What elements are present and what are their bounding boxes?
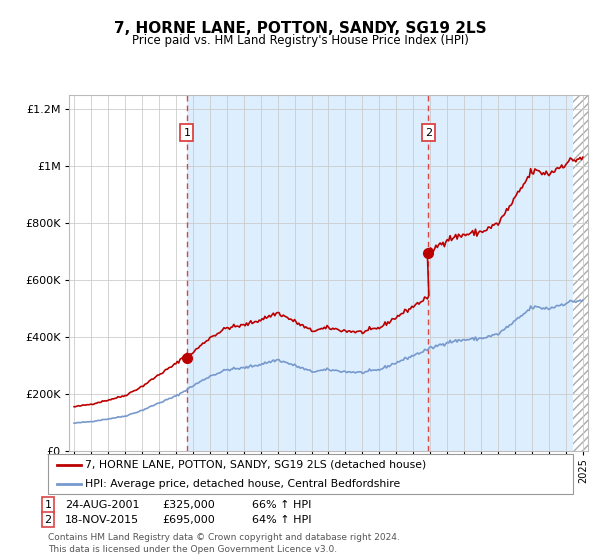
Text: 7, HORNE LANE, POTTON, SANDY, SG19 2LS: 7, HORNE LANE, POTTON, SANDY, SG19 2LS — [113, 21, 487, 36]
Bar — [573, 95, 588, 451]
Bar — [187, 95, 573, 451]
Text: 66% ↑ HPI: 66% ↑ HPI — [252, 500, 311, 510]
Text: 24-AUG-2001: 24-AUG-2001 — [65, 500, 139, 510]
Text: 18-NOV-2015: 18-NOV-2015 — [65, 515, 139, 525]
Text: HPI: Average price, detached house, Central Bedfordshire: HPI: Average price, detached house, Cent… — [85, 479, 400, 489]
Text: 64% ↑ HPI: 64% ↑ HPI — [252, 515, 311, 525]
Text: 1: 1 — [44, 500, 52, 510]
Text: £325,000: £325,000 — [162, 500, 215, 510]
Text: 2: 2 — [44, 515, 52, 525]
Text: Contains HM Land Registry data © Crown copyright and database right 2024.
This d: Contains HM Land Registry data © Crown c… — [48, 533, 400, 554]
Text: 2: 2 — [425, 128, 432, 138]
Text: Price paid vs. HM Land Registry's House Price Index (HPI): Price paid vs. HM Land Registry's House … — [131, 34, 469, 46]
Text: 1: 1 — [184, 128, 190, 138]
Text: 7, HORNE LANE, POTTON, SANDY, SG19 2LS (detached house): 7, HORNE LANE, POTTON, SANDY, SG19 2LS (… — [85, 460, 427, 470]
Text: £695,000: £695,000 — [162, 515, 215, 525]
